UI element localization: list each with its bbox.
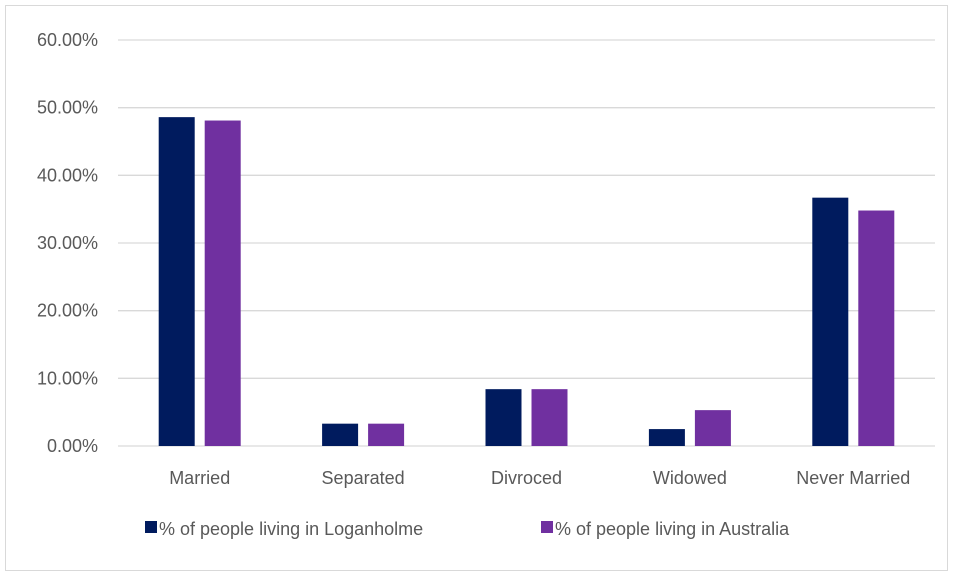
bar-australia-widowed (694, 410, 731, 446)
gridlines (118, 39, 935, 447)
y-tick-label: 60.00% (37, 30, 98, 50)
legend-label: % of people living in Australia (555, 519, 790, 539)
bar-australia-married (204, 120, 241, 447)
x-category-label: Never Married (796, 468, 910, 488)
bars (158, 117, 895, 447)
y-tick-label: 10.00% (37, 368, 98, 388)
bar-australia-separated (368, 423, 405, 446)
bar-loganholme-separated (322, 423, 359, 446)
y-tick-label: 0.00% (47, 436, 98, 456)
legend-swatch (145, 521, 157, 533)
y-tick-label: 30.00% (37, 233, 98, 253)
y-axis-tick-labels: 0.00% 10.00% 20.00% 30.00% 40.00% 50.00% 60.00… (37, 30, 98, 456)
x-axis-category-labels: Married Separated Divroced Widowed Never Mar… (169, 468, 910, 488)
bar-loganholme-widowed (648, 429, 685, 446)
legend-swatch (541, 521, 553, 533)
bar-loganholme-married (158, 117, 195, 446)
bar-australia-divroced (531, 389, 568, 446)
y-tick-label: 50.00% (37, 98, 98, 118)
x-category-label: Widowed (653, 468, 727, 488)
x-category-label: Divroced (491, 468, 562, 488)
bar-loganholme-never-married (812, 197, 849, 446)
y-tick-label: 40.00% (37, 165, 98, 185)
y-tick-label: 20.00% (37, 301, 98, 321)
bar-australia-never-married (858, 210, 895, 446)
x-category-label: Separated (322, 468, 405, 488)
legend-label: % of people living in Loganholme (159, 519, 423, 539)
x-category-label: Married (169, 468, 230, 488)
legend: % of people living in Loganholme % of peo… (145, 519, 790, 539)
bar-loganholme-divroced (485, 389, 522, 446)
